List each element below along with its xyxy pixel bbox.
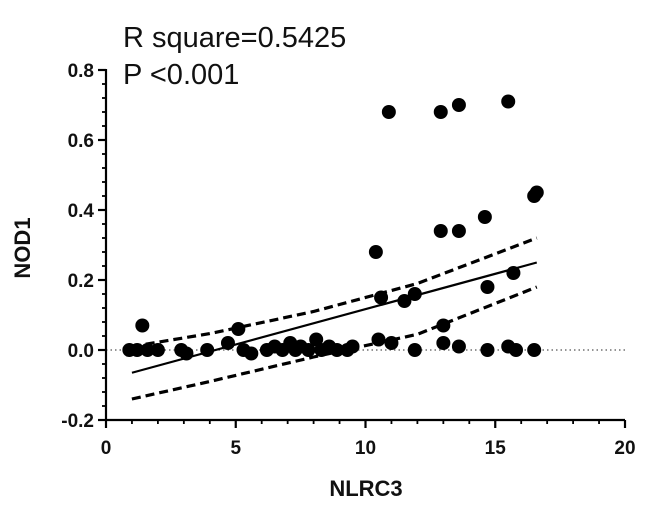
plot-area: -0.2 0.0 0.2 0.4 0.6 0.8 0 5 10 15 20 xyxy=(61,61,635,459)
x-axis-label: NLRC3 xyxy=(329,476,402,501)
ci-lower-band xyxy=(131,285,538,401)
data-point xyxy=(433,224,448,238)
data-point xyxy=(501,94,516,109)
data-point xyxy=(509,343,524,357)
data-point xyxy=(374,290,389,305)
data-point xyxy=(231,322,246,336)
x-tick-label: 10 xyxy=(355,438,376,459)
data-point xyxy=(345,339,360,354)
data-point xyxy=(436,336,451,350)
data-point xyxy=(436,318,451,333)
data-point xyxy=(381,105,396,119)
data-point xyxy=(506,266,521,280)
data-point xyxy=(329,343,344,357)
data-point xyxy=(371,332,386,347)
x-tick-label: 15 xyxy=(485,438,507,459)
y-tick-label: 0.8 xyxy=(68,61,94,82)
data-point xyxy=(527,343,542,357)
y-tick-label: -0.2 xyxy=(61,411,94,432)
x-tick-label: 0 xyxy=(101,438,112,459)
data-point xyxy=(301,343,316,357)
y-tick-label: 0.6 xyxy=(68,131,94,152)
data-point xyxy=(451,339,466,354)
data-point xyxy=(433,105,448,119)
data-point xyxy=(529,185,544,200)
data-point xyxy=(480,280,495,294)
data-point xyxy=(140,343,155,357)
data-point xyxy=(135,318,150,333)
data-point xyxy=(130,343,145,357)
data-point xyxy=(220,336,235,350)
regression-line xyxy=(131,261,538,374)
y-axis-label: NOD1 xyxy=(10,217,35,278)
data-point xyxy=(397,294,412,308)
data-point xyxy=(477,210,492,224)
data-point xyxy=(407,287,422,301)
ci-upper-band xyxy=(131,236,538,349)
p-value-annotation: P <0.001 xyxy=(123,59,239,91)
y-tick-label: 0.0 xyxy=(68,341,94,362)
data-point xyxy=(368,245,383,259)
data-point xyxy=(244,346,259,361)
x-tick-label: 5 xyxy=(230,438,241,459)
y-tick-label: 0.2 xyxy=(68,271,94,292)
y-tick-label: 0.4 xyxy=(68,201,95,222)
data-point xyxy=(179,346,194,361)
data-point xyxy=(309,332,324,347)
data-point xyxy=(407,343,422,357)
data-point xyxy=(150,343,165,357)
data-point xyxy=(200,343,215,357)
data-point xyxy=(480,343,495,357)
data-point xyxy=(451,98,466,112)
data-point xyxy=(451,224,466,238)
r-square-annotation: R square=0.5425 xyxy=(123,22,346,54)
x-tick-label: 20 xyxy=(614,438,635,459)
data-point xyxy=(384,336,399,350)
